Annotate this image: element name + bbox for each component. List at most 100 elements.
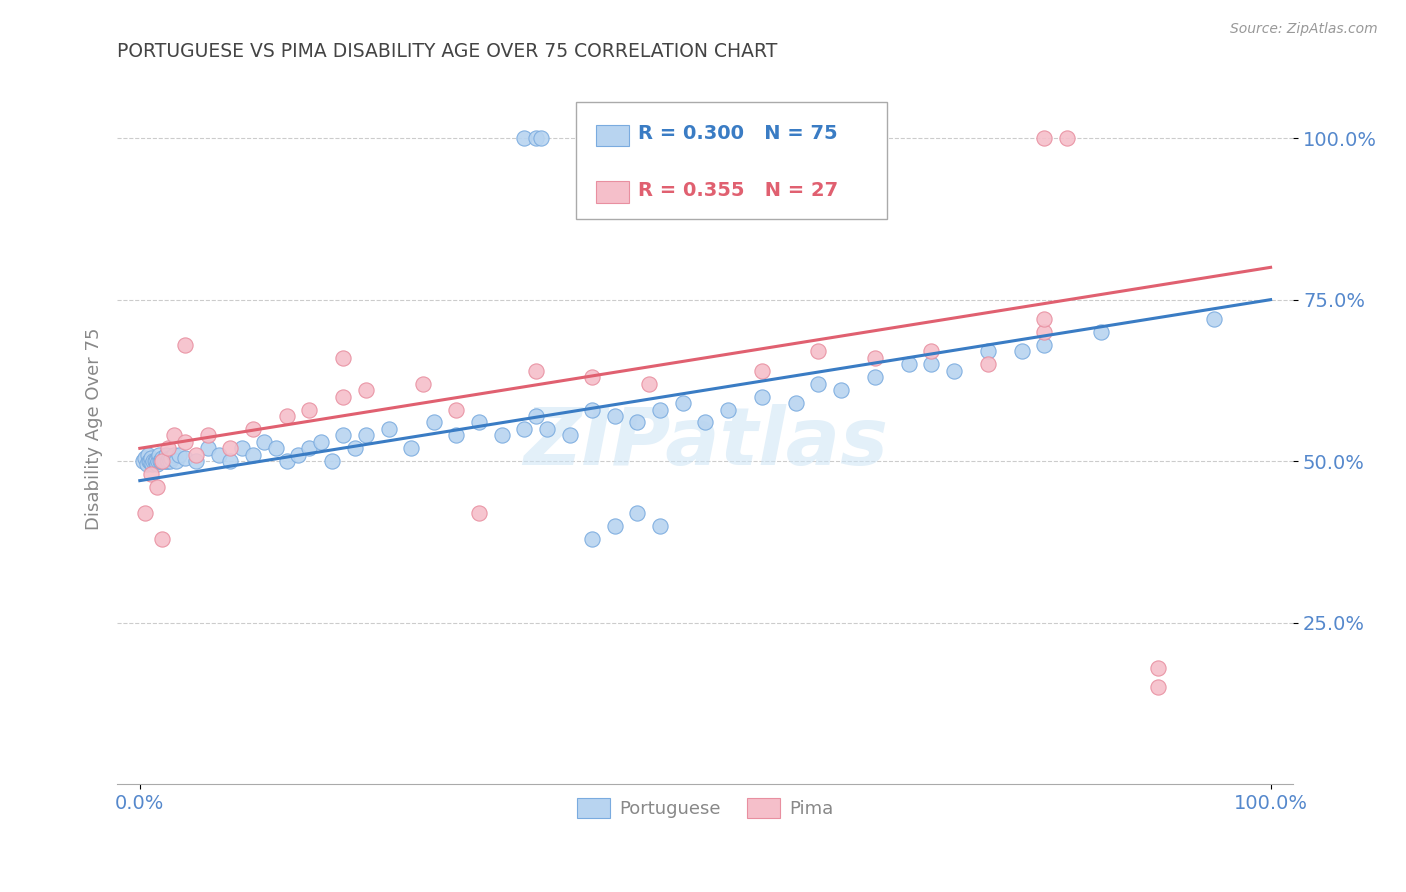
- Point: [145, 480, 167, 494]
- Point: [264, 442, 287, 456]
- Text: Source: ZipAtlas.com: Source: ZipAtlas.com: [1230, 22, 1378, 37]
- Point: [163, 428, 186, 442]
- Bar: [596, 125, 628, 146]
- Point: [423, 416, 446, 430]
- Point: [1033, 131, 1056, 145]
- Point: [785, 396, 807, 410]
- Point: [157, 442, 180, 456]
- Point: [513, 131, 536, 145]
- Point: [1202, 312, 1225, 326]
- Point: [208, 448, 231, 462]
- Point: [152, 454, 174, 468]
- Point: [186, 448, 208, 462]
- Point: [163, 448, 186, 462]
- Point: [513, 422, 536, 436]
- Point: [581, 532, 603, 546]
- Point: [148, 448, 170, 462]
- Point: [863, 370, 886, 384]
- Point: [536, 422, 558, 436]
- Point: [897, 357, 920, 371]
- Point: [174, 338, 197, 352]
- Point: [558, 428, 581, 442]
- Point: [637, 376, 659, 391]
- Point: [524, 409, 547, 423]
- Point: [377, 422, 399, 436]
- Point: [143, 454, 166, 468]
- Point: [671, 396, 693, 410]
- Point: [287, 448, 309, 462]
- Point: [159, 454, 181, 468]
- Point: [276, 409, 298, 423]
- Point: [1033, 312, 1056, 326]
- Point: [152, 532, 174, 546]
- Point: [343, 442, 366, 456]
- Point: [186, 454, 208, 468]
- Point: [219, 442, 242, 456]
- Point: [298, 402, 321, 417]
- Point: [468, 416, 491, 430]
- Point: [530, 131, 553, 145]
- Point: [626, 416, 648, 430]
- Point: [152, 454, 174, 468]
- Legend: Portuguese, Pima: Portuguese, Pima: [569, 791, 841, 825]
- Point: [491, 428, 513, 442]
- Point: [332, 428, 354, 442]
- Point: [603, 519, 626, 533]
- Point: [399, 442, 422, 456]
- Point: [152, 450, 174, 465]
- Point: [134, 506, 156, 520]
- Point: [354, 383, 377, 397]
- Point: [136, 448, 159, 462]
- Point: [626, 506, 648, 520]
- Point: [242, 448, 264, 462]
- Point: [253, 434, 276, 449]
- Point: [160, 450, 183, 465]
- Point: [165, 454, 187, 468]
- Point: [1146, 661, 1168, 675]
- Point: [142, 454, 165, 468]
- Y-axis label: Disability Age Over 75: Disability Age Over 75: [86, 327, 103, 530]
- Point: [751, 390, 773, 404]
- Text: PORTUGUESE VS PIMA DISABILITY AGE OVER 75 CORRELATION CHART: PORTUGUESE VS PIMA DISABILITY AGE OVER 7…: [117, 42, 778, 61]
- Point: [298, 442, 321, 456]
- Bar: [596, 181, 628, 202]
- Point: [354, 428, 377, 442]
- Point: [695, 416, 717, 430]
- Point: [1146, 681, 1168, 695]
- Point: [157, 454, 180, 468]
- Point: [332, 390, 354, 404]
- Point: [139, 450, 162, 465]
- Point: [863, 351, 886, 365]
- Point: [524, 364, 547, 378]
- Point: [135, 458, 157, 472]
- Point: [717, 402, 740, 417]
- Point: [648, 519, 671, 533]
- Point: [446, 428, 468, 442]
- Point: [145, 458, 167, 472]
- Point: [197, 428, 219, 442]
- Point: [149, 454, 172, 468]
- Point: [920, 344, 942, 359]
- Point: [807, 344, 830, 359]
- Point: [197, 442, 219, 456]
- Point: [1033, 338, 1056, 352]
- Point: [446, 402, 468, 417]
- Point: [920, 357, 942, 371]
- Point: [134, 450, 156, 465]
- Point: [231, 442, 253, 456]
- Point: [1033, 325, 1056, 339]
- Point: [581, 402, 603, 417]
- Point: [156, 454, 179, 468]
- Point: [977, 344, 1000, 359]
- FancyBboxPatch shape: [576, 102, 887, 219]
- Point: [141, 458, 163, 472]
- Point: [751, 364, 773, 378]
- Point: [174, 450, 197, 465]
- Point: [807, 376, 830, 391]
- Point: [174, 434, 197, 449]
- Point: [1011, 344, 1033, 359]
- Point: [139, 467, 162, 482]
- Point: [830, 383, 852, 397]
- Point: [146, 454, 169, 468]
- Point: [219, 454, 242, 468]
